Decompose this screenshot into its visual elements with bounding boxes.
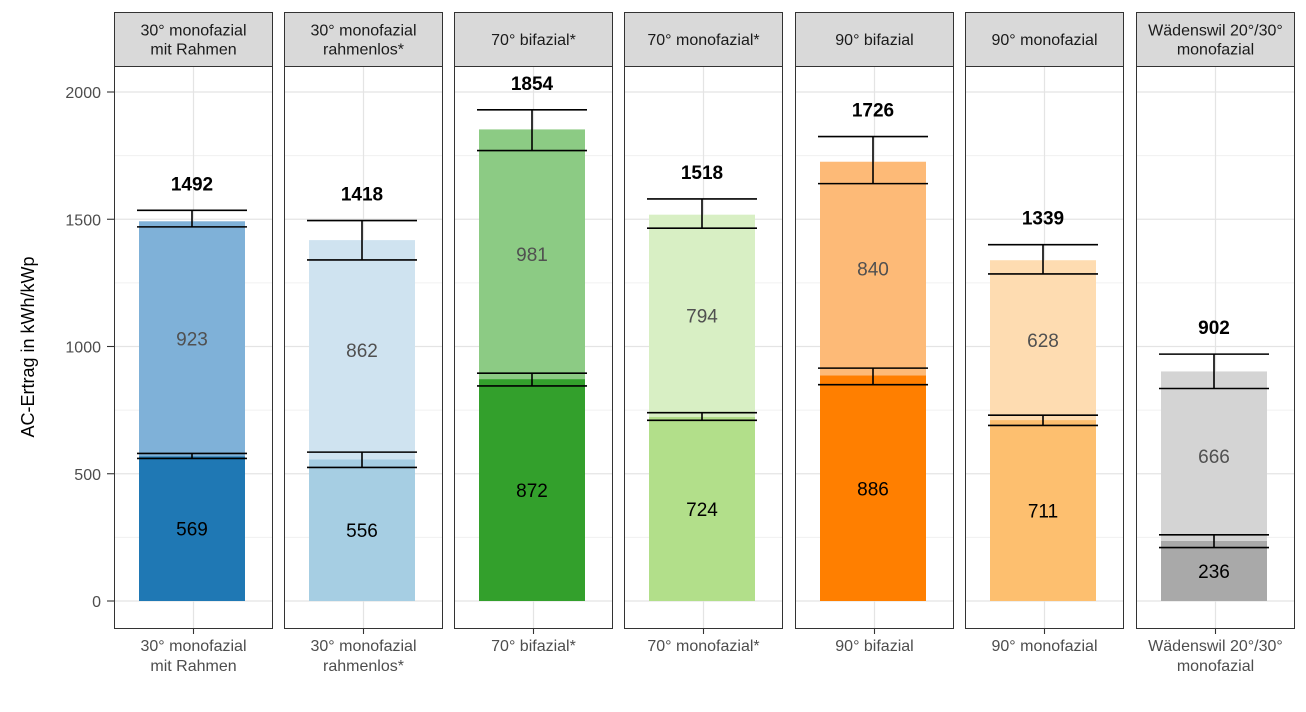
bar-segment-label: 236 (1198, 562, 1230, 583)
bar-segment (309, 459, 415, 601)
facet-strip-label: monofazial (1177, 42, 1254, 59)
facet-panel: Wädenswil 20°/30° monofazial 236 666 902 Wäde… (1136, 12, 1295, 675)
facet-strip-label: 70° bifazial* (491, 32, 576, 49)
facet-strip-label: mit Rahmen (150, 42, 236, 59)
bar-segment (479, 379, 585, 601)
bar-segment-label: 628 (1027, 331, 1059, 352)
bar-segment-label: 556 (346, 521, 378, 542)
x-tick-label: 90° bifazial (835, 638, 913, 655)
bar-segment (990, 260, 1096, 421)
facet-strip-label: rahmenlos* (323, 42, 404, 59)
bar-segment (139, 221, 245, 457)
facet-strip-label: 90° bifazial (835, 32, 913, 49)
facet-strip (114, 12, 273, 67)
facet-panel: 70° monofazial* 724 794 1518 70° monofazial* (624, 12, 783, 655)
bar-segment (649, 214, 755, 417)
bar-segment-label: 840 (857, 260, 889, 281)
facet-strip (624, 12, 783, 67)
bar-segment-label: 794 (686, 307, 718, 328)
total-label: 902 (1198, 318, 1230, 339)
bar-segment (309, 240, 415, 460)
facet-panel: 30° monofazial rahmenlos* 556 862 1418 30° mo… (284, 12, 443, 675)
bar-segment-label: 862 (346, 341, 378, 362)
y-tick-label: 1500 (65, 212, 101, 229)
y-axis-title: AC-Ertrag in kWh/kWp (18, 256, 38, 437)
bar-segment (139, 456, 245, 601)
facet-panel: 90° bifazial 886 840 1726 90° bifazial (795, 12, 954, 655)
y-tick-label: 2000 (65, 85, 101, 102)
total-label: 1418 (341, 185, 383, 206)
facet-strip-label: 90° monofazial (991, 32, 1097, 49)
total-label: 1339 (1022, 209, 1064, 230)
x-tick-label: 90° monofazial (991, 638, 1097, 655)
bar-segment (990, 420, 1096, 601)
bar-segment (820, 375, 926, 601)
facet-panel: 30° monofazial mit Rahmen 569 923 1492 30° mo… (114, 12, 273, 675)
total-label: 1518 (681, 163, 723, 184)
bar-segment (820, 161, 926, 376)
bar-segment-label: 981 (516, 245, 548, 266)
bar-segment-label: 724 (686, 500, 718, 521)
facet-strip-label: 30° monofazial (310, 23, 416, 40)
total-label: 1492 (171, 174, 213, 195)
bar-segment-label: 666 (1198, 447, 1230, 468)
facet-strip-label: Wädenswil 20°/30° (1148, 23, 1283, 40)
bar-segment-label: 569 (176, 520, 208, 541)
bar-segment (649, 416, 755, 601)
bar-segment (1161, 540, 1267, 601)
facet-panel: 70° bifazial* 872 981 1854 70° bifazial* (454, 12, 613, 655)
y-tick-label: 1000 (65, 340, 101, 357)
bar-segment (1161, 371, 1267, 541)
x-tick-label: Wädenswil 20°/30° (1148, 638, 1283, 655)
x-tick-label: mit Rahmen (150, 658, 236, 675)
total-label: 1854 (511, 74, 554, 95)
facet-strip-label: 30° monofazial (140, 23, 246, 40)
bar-segment-label: 923 (176, 330, 208, 351)
x-tick-label: rahmenlos* (323, 658, 404, 675)
bar-segment-label: 711 (1028, 502, 1058, 523)
x-tick-label: 70° monofazial* (647, 638, 759, 655)
x-tick-label: 30° monofazial (310, 638, 416, 655)
y-tick-label: 500 (74, 467, 101, 484)
x-tick-label: 30° monofazial (140, 638, 246, 655)
bar-segment-label: 886 (857, 479, 889, 500)
bar-segment-label: 872 (516, 481, 548, 502)
facet-strip (795, 12, 954, 67)
x-tick-label: monofazial (1177, 658, 1254, 675)
x-tick-label: 70° bifazial* (491, 638, 576, 655)
facet-panel: 90° monofazial 711 628 1339 90° monofazial (965, 12, 1124, 655)
bar-segment (479, 129, 585, 380)
total-label: 1726 (852, 101, 894, 122)
y-tick-label: 0 (92, 594, 101, 611)
facet-strip (965, 12, 1124, 67)
facet-strip-label: 70° monofazial* (647, 32, 759, 49)
facet-strip (454, 12, 613, 67)
facet-strip (1136, 12, 1295, 67)
